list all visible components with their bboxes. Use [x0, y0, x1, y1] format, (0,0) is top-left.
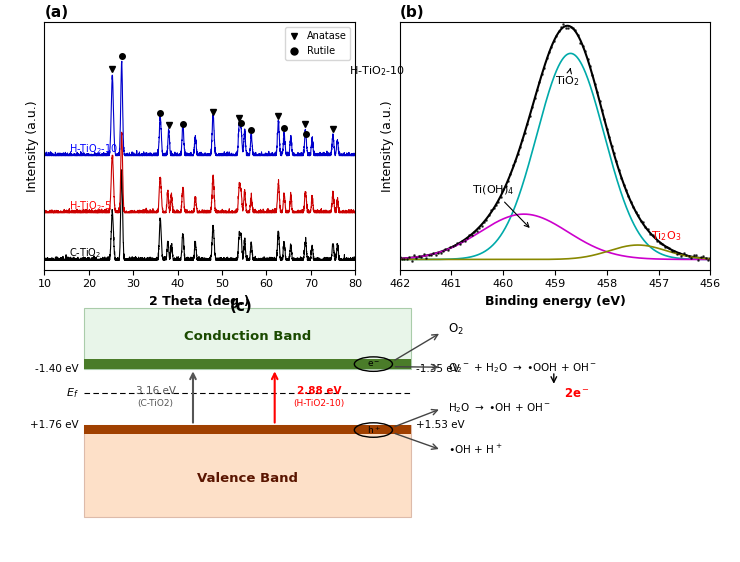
Text: 2e$^-$: 2e$^-$: [564, 387, 590, 400]
Text: Ti(OH)$_4$: Ti(OH)$_4$: [472, 184, 529, 227]
Text: Conduction Band: Conduction Band: [184, 330, 311, 343]
FancyBboxPatch shape: [84, 425, 411, 517]
Text: (H-TiO2-10): (H-TiO2-10): [293, 399, 345, 408]
Text: C-TiO$_2$: C-TiO$_2$: [69, 247, 101, 260]
Text: (a): (a): [44, 5, 69, 20]
Y-axis label: Intensity (a.u.): Intensity (a.u.): [381, 100, 394, 192]
X-axis label: Binding energy (eV): Binding energy (eV): [485, 295, 625, 308]
FancyBboxPatch shape: [84, 308, 411, 369]
Text: +1.76 eV: +1.76 eV: [30, 420, 78, 430]
Text: (C-TiO2): (C-TiO2): [138, 399, 174, 408]
Text: (b): (b): [400, 5, 424, 20]
Text: O$_2$: O$_2$: [448, 322, 464, 337]
Text: H-TiO$_2$-10: H-TiO$_2$-10: [349, 64, 405, 78]
Text: e$^-$: e$^-$: [366, 359, 380, 369]
Y-axis label: Intensity (a.u.): Intensity (a.u.): [26, 100, 38, 192]
Text: +1.53 eV: +1.53 eV: [417, 420, 465, 430]
Text: H$_2$O $\rightarrow$ $\bullet$OH + OH$^-$: H$_2$O $\rightarrow$ $\bullet$OH + OH$^-…: [448, 402, 551, 415]
Text: 2.88 eV: 2.88 eV: [297, 386, 341, 396]
Text: 3.16 eV: 3.16 eV: [135, 386, 175, 396]
Text: -1.35 eV: -1.35 eV: [417, 364, 460, 374]
Text: h$^+$: h$^+$: [366, 424, 380, 436]
FancyBboxPatch shape: [84, 425, 411, 434]
Text: (c): (c): [229, 299, 252, 314]
Text: $E_f$: $E_f$: [66, 386, 78, 400]
Text: -1.40 eV: -1.40 eV: [35, 364, 78, 374]
Text: H-TiO$_2$-5: H-TiO$_2$-5: [69, 199, 112, 212]
Text: O$_2$$^-$ + H$_2$O $\rightarrow$ $\bullet$OOH + OH$^-$: O$_2$$^-$ + H$_2$O $\rightarrow$ $\bulle…: [448, 361, 597, 375]
Text: H-TiO$_2$-10: H-TiO$_2$-10: [69, 142, 118, 156]
Text: Valence Band: Valence Band: [197, 472, 298, 485]
FancyBboxPatch shape: [84, 360, 411, 369]
Legend: Anatase, Rutile: Anatase, Rutile: [285, 28, 350, 60]
Text: $\bullet$OH + H$^+$: $\bullet$OH + H$^+$: [448, 443, 502, 456]
Text: TiO$_2$: TiO$_2$: [555, 69, 580, 88]
Text: Ti$_2$O$_3$: Ti$_2$O$_3$: [650, 229, 682, 243]
X-axis label: 2 Theta (deg.): 2 Theta (deg.): [149, 295, 250, 308]
